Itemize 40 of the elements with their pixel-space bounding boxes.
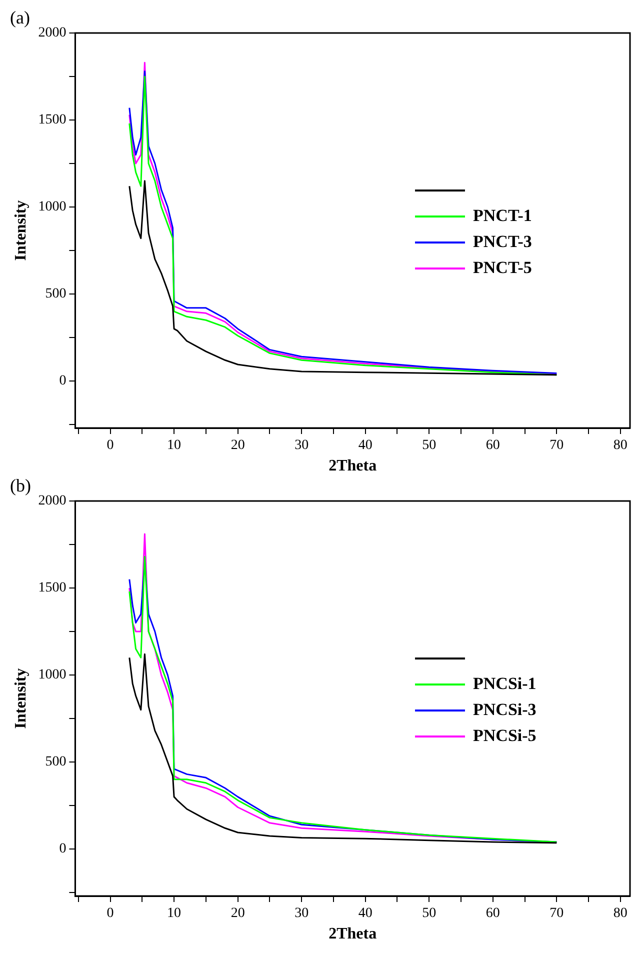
x-tick-label: 50 <box>422 906 436 922</box>
x-tick-label: 30 <box>294 438 309 454</box>
x-tick-label: 30 <box>294 906 309 922</box>
y-axis-title: Intensity <box>12 668 30 729</box>
legend-label: PNCSi-3 <box>473 700 536 719</box>
x-tick-label: 40 <box>358 906 372 922</box>
x-tick-label: 80 <box>613 906 628 922</box>
x-tick-label: 50 <box>422 438 436 454</box>
legend-label: PNCT-1 <box>473 206 532 225</box>
x-tick-label: 10 <box>167 438 182 454</box>
x-tick-label: 0 <box>106 438 114 454</box>
y-tick-label: 1000 <box>38 200 66 215</box>
text: (a) <box>10 8 30 28</box>
y-tick-label: 2000 <box>38 26 66 41</box>
x-tick-label: 20 <box>230 906 245 922</box>
legend-label: PNCSi-5 <box>473 726 536 745</box>
x-axis-title: 2Theta <box>328 926 377 943</box>
legend-label: PNCSi-1 <box>473 674 536 693</box>
x-tick-label: 40 <box>358 438 372 454</box>
y-tick-label: 0 <box>59 842 66 857</box>
y-tick-label: 500 <box>45 754 66 770</box>
legend-label: PNCT-3 <box>473 232 532 251</box>
y-tick-label: 500 <box>45 286 66 302</box>
x-tick-label: 70 <box>550 906 564 922</box>
y-tick-label: 1500 <box>38 112 66 128</box>
x-tick-label: 60 <box>486 438 500 454</box>
x-tick-label: 70 <box>550 438 564 454</box>
text: (b) <box>10 476 31 496</box>
x-tick-label: 0 <box>106 906 114 922</box>
y-tick-label: 1500 <box>38 580 66 596</box>
x-tick-label: 20 <box>230 438 245 454</box>
y-axis-title: Intensity <box>12 200 30 261</box>
y-tick-label: 0 <box>59 374 66 389</box>
x-tick-label: 80 <box>613 438 628 454</box>
x-tick-label: 10 <box>167 906 182 922</box>
y-tick-label: 2000 <box>38 494 66 509</box>
x-tick-label: 60 <box>486 906 500 922</box>
legend-label: PNCT-5 <box>473 258 532 277</box>
y-tick-label: 1000 <box>38 668 66 683</box>
x-axis-title: 2Theta <box>328 458 377 475</box>
